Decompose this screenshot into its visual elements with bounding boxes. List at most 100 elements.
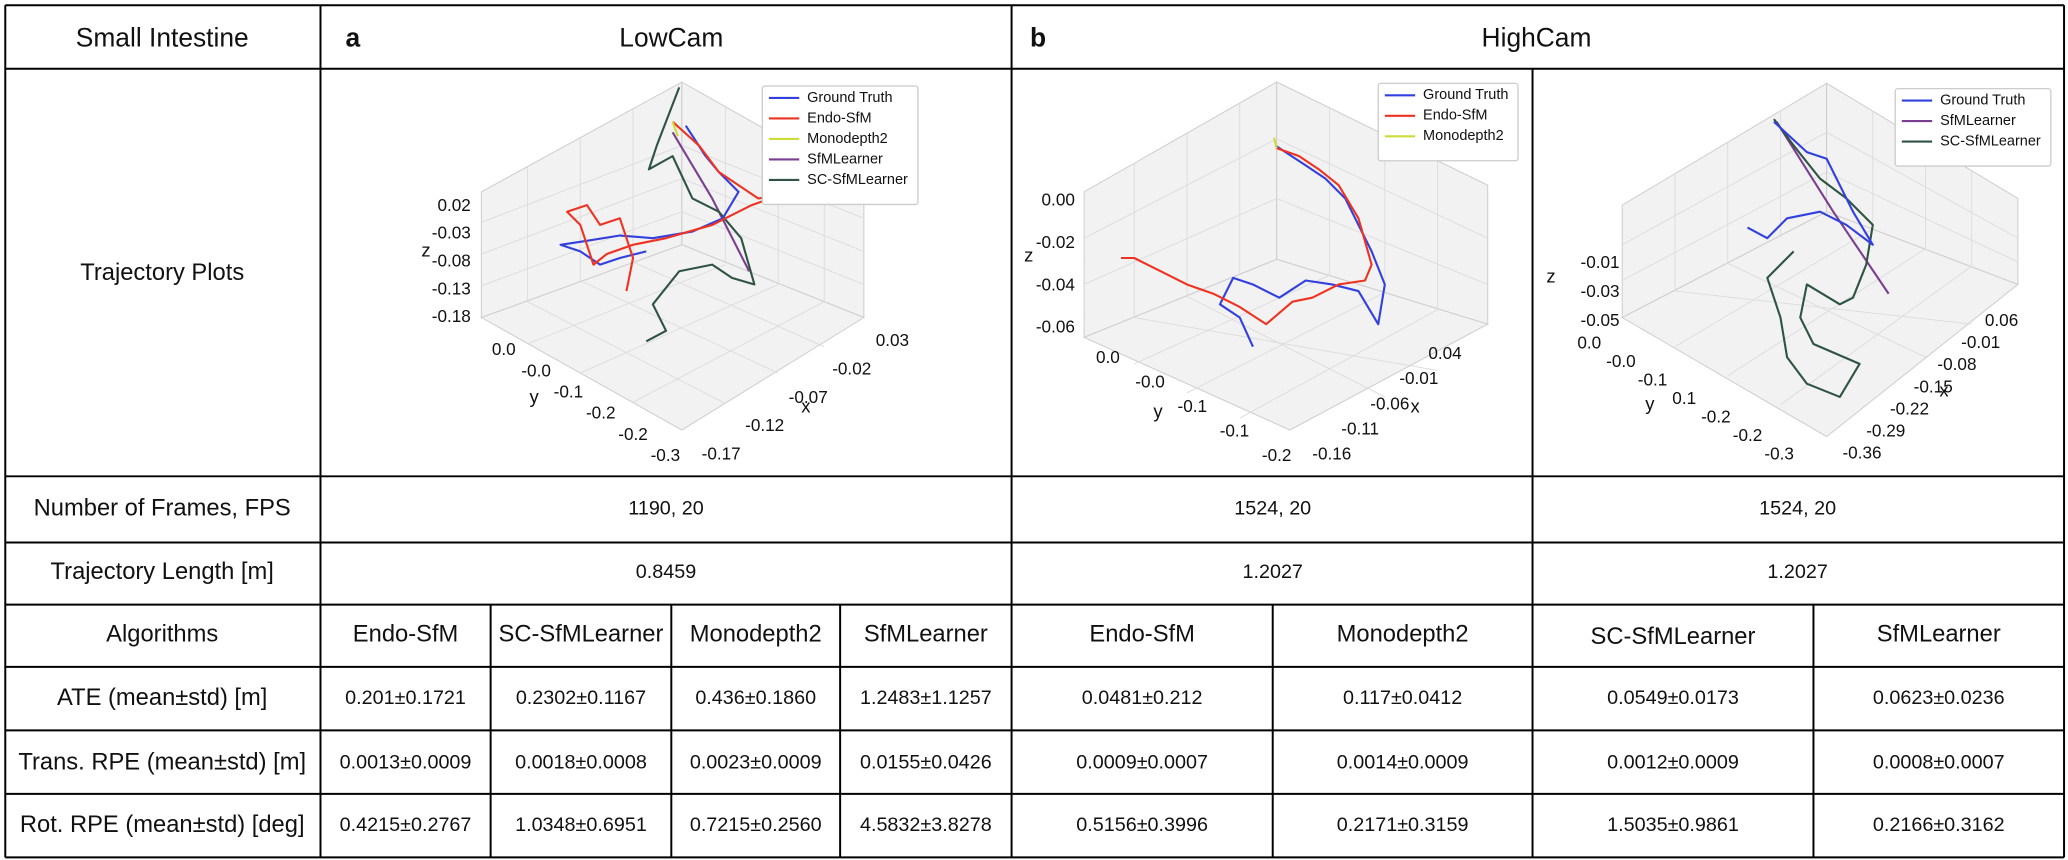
z-tick-label: -0.03 — [1581, 281, 1620, 301]
legend-label: Endo-SfM — [807, 110, 871, 126]
x-axis-label: x — [1939, 380, 1949, 401]
panel-title: LowCam — [619, 23, 723, 53]
y-tick-label: -0.1 — [1177, 396, 1207, 416]
y-tick-label: -0.3 — [651, 445, 681, 465]
z-tick-label: 0.02 — [437, 195, 470, 215]
x-axis-label: x — [1411, 395, 1421, 416]
algorithm-name: SfMLearner — [864, 620, 988, 647]
legend-label: SfMLearner — [807, 151, 883, 167]
x-tick-label: -0.36 — [1842, 443, 1881, 463]
cell-value: 0.436±0.1860 — [695, 687, 816, 709]
cell-value: 0.7215±0.2560 — [690, 814, 822, 836]
cell-value: 0.0481±0.212 — [1082, 687, 1203, 709]
cell-value: 1.2027 — [1767, 561, 1827, 583]
cell-value: 1.2027 — [1242, 561, 1302, 583]
legend-label: SC-SfMLearner — [1940, 133, 2041, 149]
y-tick-label: -0.1 — [554, 381, 584, 401]
trajectory-plot: -0.01-0.03-0.05z0.0-0.0-0.10.1-0.2-0.2-0… — [1546, 87, 2052, 464]
row-label: Rot. RPE (mean±std) [deg] — [20, 811, 305, 838]
x-tick-label: -0.01 — [1961, 332, 2000, 352]
row-label: Trans. RPE (mean±std) [m] — [18, 749, 306, 776]
y-tick-label: -0.2 — [618, 424, 648, 444]
row-label: Trajectory Length [m] — [51, 558, 274, 585]
cell-value: 0.2302±0.1167 — [516, 687, 646, 709]
cell-value: 0.4215±0.2767 — [340, 814, 472, 836]
legend-label: Ground Truth — [807, 90, 892, 106]
y-tick-label: -0.2 — [1701, 407, 1731, 427]
table-rules — [4, 4, 2066, 859]
legend-label: Ground Truth — [1423, 87, 1508, 103]
z-tick-label: -0.05 — [1581, 310, 1620, 330]
y-tick-label: -0.2 — [1262, 445, 1292, 465]
x-tick-label: -0.15 — [1914, 376, 1953, 396]
x-tick-label: -0.22 — [1890, 398, 1929, 418]
table-title: Small Intestine — [76, 23, 249, 53]
x-tick-label: -0.17 — [702, 444, 741, 464]
x-tick-label: 0.04 — [1428, 343, 1462, 363]
cell-value: 1.5035±0.9861 — [1607, 814, 1739, 836]
algorithm-name: Monodepth2 — [690, 620, 822, 647]
y-tick-label: -0.0 — [1606, 351, 1636, 371]
z-tick-label: -0.06 — [1036, 317, 1075, 337]
x-tick-label: -0.29 — [1866, 420, 1905, 440]
trajectories — [559, 86, 1890, 398]
algorithm-name: SC-SfMLearner — [1591, 623, 1756, 650]
x-tick-label: -0.01 — [1399, 368, 1438, 388]
x-tick-label: -0.07 — [789, 387, 828, 407]
legend-box — [1894, 87, 2052, 167]
cell-value: 0.8459 — [636, 561, 696, 583]
y-tick-label: -0.2 — [586, 403, 616, 423]
trajectory-plot: 0.02-0.03-0.08-0.13-0.18z0.0-0.0-0.1-0.2… — [421, 85, 919, 465]
y-tick-label: -0.0 — [1135, 372, 1165, 392]
panel-title: HighCam — [1482, 23, 1592, 53]
row-label: ATE (mean±std) [m] — [57, 684, 267, 711]
legend-box — [761, 85, 919, 206]
cell-value: 1524, 20 — [1234, 498, 1311, 520]
algorithm-name: SC-SfMLearner — [499, 620, 664, 647]
row-label: Trajectory Plots — [80, 259, 244, 286]
y-tick-label: -0.0 — [521, 360, 551, 380]
z-tick-label: -0.03 — [432, 223, 471, 243]
cell-value: 0.0018±0.0008 — [515, 752, 647, 774]
z-axis-label: z — [1546, 266, 1555, 287]
cell-value: 1190, 20 — [628, 498, 703, 520]
cell-value: 0.0013±0.0009 — [340, 752, 472, 774]
x-tick-label: -0.06 — [1370, 393, 1409, 413]
cell-value: 0.0014±0.0009 — [1337, 752, 1469, 774]
panel-letter: b — [1030, 23, 1046, 53]
cell-value: 1.0348±0.6951 — [515, 814, 647, 836]
x-tick-label: -0.08 — [1937, 354, 1976, 374]
cell-value: 0.0155±0.0426 — [860, 752, 992, 774]
y-tick-label: -0.3 — [1764, 444, 1794, 464]
trajectory-plot: 0.00 -0.02 -0.04 -0.06 z 0.0 -0.0 -0.1 -0.1 -0.2 y… — [1024, 82, 1519, 465]
x-tick-label: -0.12 — [745, 415, 784, 435]
z-tick-label: 0.00 — [1042, 190, 1075, 210]
row-label: Number of Frames, FPS — [34, 495, 291, 522]
y-tick-label: 0.0 — [1096, 347, 1120, 367]
x-tick-label: 0.03 — [876, 330, 909, 350]
x-tick-label: -0.16 — [1312, 444, 1351, 464]
table-cells: Trajectory Plots Number of Frames, FPS Tra… — [18, 259, 2004, 838]
y-axis-label: y — [1645, 393, 1655, 414]
z-tick-label: -0.02 — [1036, 232, 1075, 252]
algorithm-name: SfMLearner — [1877, 620, 2001, 647]
legend-label: SfMLearner — [1940, 113, 2016, 129]
z-tick-label: -0.13 — [432, 278, 471, 298]
algorithm-name: Endo-SfM — [353, 620, 459, 647]
y-tick-label: -0.1 — [1638, 370, 1668, 390]
y-tick-label: 0.0 — [1577, 333, 1601, 353]
z-tick-label: -0.01 — [1581, 252, 1620, 272]
cell-value: 1.2483±1.1257 — [860, 687, 992, 709]
cell-value: 0.0008±0.0007 — [1873, 752, 2005, 774]
cell-value: 0.0012±0.0009 — [1607, 752, 1739, 774]
cell-value: 0.2166±0.3162 — [1873, 814, 2005, 836]
z-axis-label: z — [421, 239, 430, 260]
legend-label: Endo-SfM — [1423, 108, 1487, 124]
legend-label: Ground Truth — [1940, 92, 2025, 108]
cell-value: 0.2171±0.3159 — [1337, 814, 1469, 836]
plots: 0.02-0.03-0.08-0.13-0.18z0.0-0.0-0.1-0.2… — [421, 82, 2052, 465]
cell-value: 0.0623±0.0236 — [1873, 687, 2005, 709]
z-tick-label: -0.04 — [1036, 274, 1075, 294]
